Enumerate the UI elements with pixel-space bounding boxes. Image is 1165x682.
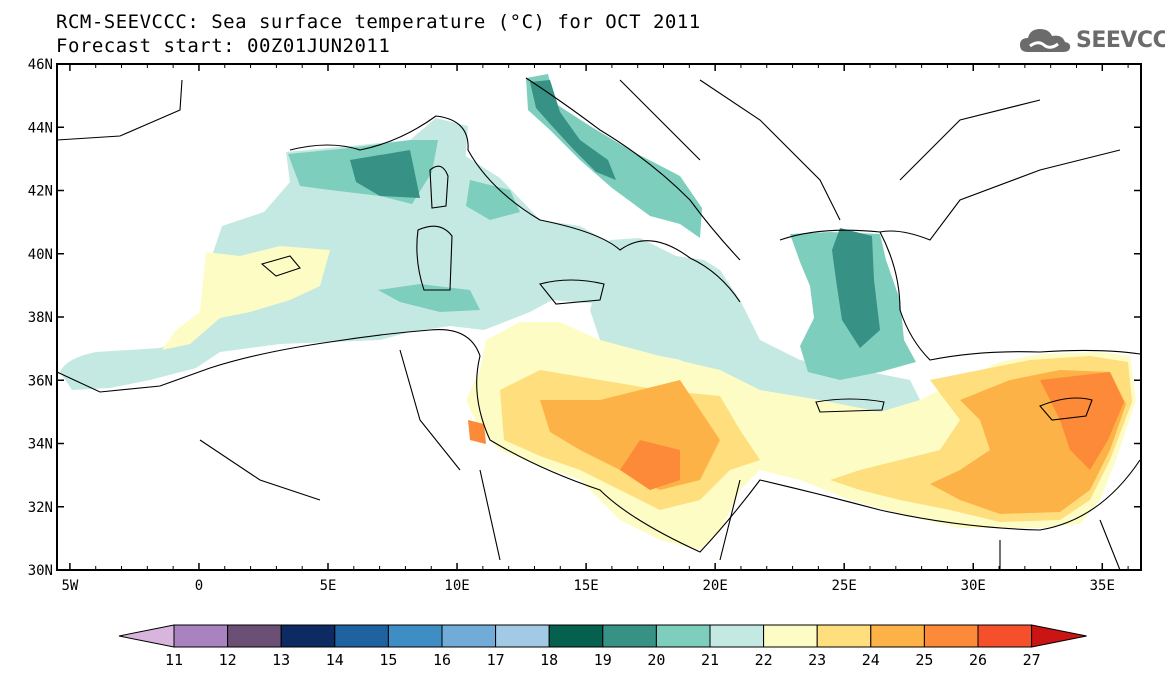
colorbar-label: 16 (433, 651, 451, 669)
lat-tick-label: 40N (28, 247, 53, 263)
lon-tick-label: 20E (702, 578, 727, 594)
colorbar-swatch (602, 624, 657, 648)
colorbar-label: 15 (379, 651, 397, 669)
colorbar-swatch (870, 624, 925, 648)
colorbar-below-arrow (118, 624, 175, 648)
lon-tick-label: 35E (1090, 578, 1115, 594)
island-cyprus (1039, 397, 1093, 421)
sst-western-basin (60, 118, 614, 390)
lat-tick-label: 44N (28, 120, 53, 136)
colorbar-swatch (334, 624, 389, 648)
seevccc-logo: SEEVCCC (1018, 24, 1165, 56)
lon-tick-label: 5W (61, 578, 78, 594)
colorbar-swatch (387, 624, 443, 648)
colorbar-swatch (923, 624, 979, 648)
colorbar-label: 22 (755, 651, 773, 669)
colorbar-label: 23 (808, 651, 826, 669)
coastline-north (57, 77, 1141, 361)
lon-axis: 5W 0 5E 10E 15E 20E 25E 30E 35E (61, 64, 1129, 594)
colorbar-label: 20 (647, 651, 665, 669)
lat-tick-label: 46N (28, 57, 53, 73)
island-sicily (539, 279, 605, 305)
lat-tick-label: 38N (28, 310, 53, 326)
coastlines (57, 77, 1141, 570)
colorbar-swatch (763, 624, 818, 648)
lat-tick-label: 42N (28, 184, 53, 200)
colorbar-label: 14 (326, 651, 344, 669)
colorbar-label: 12 (219, 651, 237, 669)
colorbar-label: 17 (487, 651, 505, 669)
map-title: RCM-SEEVCCC: Sea surface temperature (°C… (56, 11, 701, 33)
lat-axis: 30N 32N 34N 36N 38N 40N 42N 44N 46N (28, 57, 1141, 579)
lat-tick-label: 34N (28, 437, 53, 453)
lon-tick-label: 10E (444, 578, 469, 594)
colorbar-swatch (548, 624, 604, 648)
borders (199, 79, 1121, 570)
sst-adriatic (526, 74, 702, 238)
sst-field (60, 74, 1136, 550)
colorbar-swatch (441, 624, 497, 648)
colorbar-label: 24 (862, 651, 880, 669)
colorbar-swatch (280, 624, 336, 648)
colorbar: 11 12 13 14 15 16 17 18 19 20 21 22 23 24 25 26 27 (118, 624, 1087, 669)
lon-tick-label: 15E (573, 578, 598, 594)
colorbar-label: 11 (165, 651, 183, 669)
logo-text: SEEVCCC (1076, 27, 1165, 53)
colorbar-label: 25 (915, 651, 933, 669)
island-crete (815, 398, 885, 413)
island-sardinia (416, 225, 453, 291)
lat-tick-label: 32N (28, 500, 53, 516)
lon-tick-label: 0 (195, 578, 203, 594)
sst-ionian (590, 238, 930, 440)
lat-tick-label: 30N (28, 563, 53, 579)
lon-tick-label: 25E (832, 578, 857, 594)
colorbar-swatch (227, 624, 282, 648)
colorbar-label: 19 (594, 651, 612, 669)
colorbar-label: 13 (272, 651, 290, 669)
map-subtitle: Forecast start: 00Z01JUN2011 (56, 35, 391, 57)
colorbar-swatch (173, 624, 229, 648)
colorbar-swatch (655, 624, 711, 648)
lon-tick-label: 30E (961, 578, 986, 594)
colorbar-swatch (709, 624, 765, 648)
lat-tick-label: 36N (28, 373, 53, 389)
colorbar-label: 26 (969, 651, 987, 669)
colorbar-label: 27 (1023, 651, 1041, 669)
cloud-icon (1020, 29, 1071, 52)
colorbar-swatch (495, 624, 550, 648)
colorbar-label: 18 (540, 651, 558, 669)
colorbar-above-arrow (1031, 624, 1087, 648)
island-corsica (429, 165, 449, 209)
island-mallorca (260, 255, 301, 277)
colorbar-label: 21 (701, 651, 719, 669)
colorbar-swatch (816, 624, 872, 648)
lon-tick-label: 5E (320, 578, 337, 594)
coastline-south (57, 328, 1141, 553)
colorbar-swatch (977, 624, 1033, 648)
